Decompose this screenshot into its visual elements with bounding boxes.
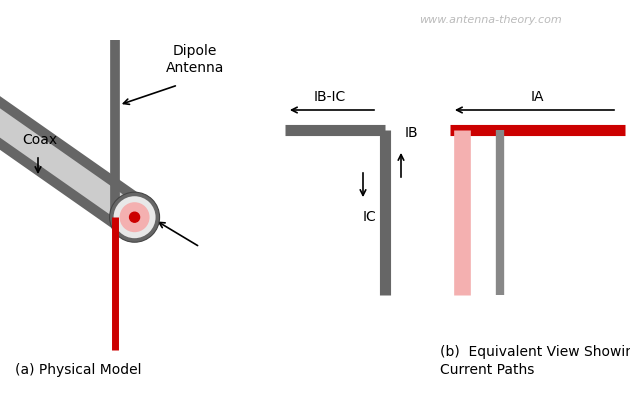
Circle shape — [130, 212, 140, 222]
Text: www.antenna-theory.com: www.antenna-theory.com — [418, 15, 561, 25]
Text: Dipole
Antenna: Dipole Antenna — [166, 44, 224, 75]
Text: IA: IA — [530, 90, 544, 104]
Text: IB-IC: IB-IC — [314, 90, 346, 104]
Circle shape — [113, 196, 156, 238]
Text: (b)  Equivalent View Showing
Current Paths: (b) Equivalent View Showing Current Path… — [440, 344, 630, 377]
Text: Coax: Coax — [22, 133, 57, 147]
Circle shape — [120, 202, 149, 232]
Polygon shape — [0, 98, 142, 227]
Text: IC: IC — [363, 210, 377, 224]
Circle shape — [110, 192, 159, 242]
Text: (a) Physical Model: (a) Physical Model — [15, 363, 142, 377]
Polygon shape — [0, 90, 147, 235]
Text: IB: IB — [405, 126, 418, 140]
